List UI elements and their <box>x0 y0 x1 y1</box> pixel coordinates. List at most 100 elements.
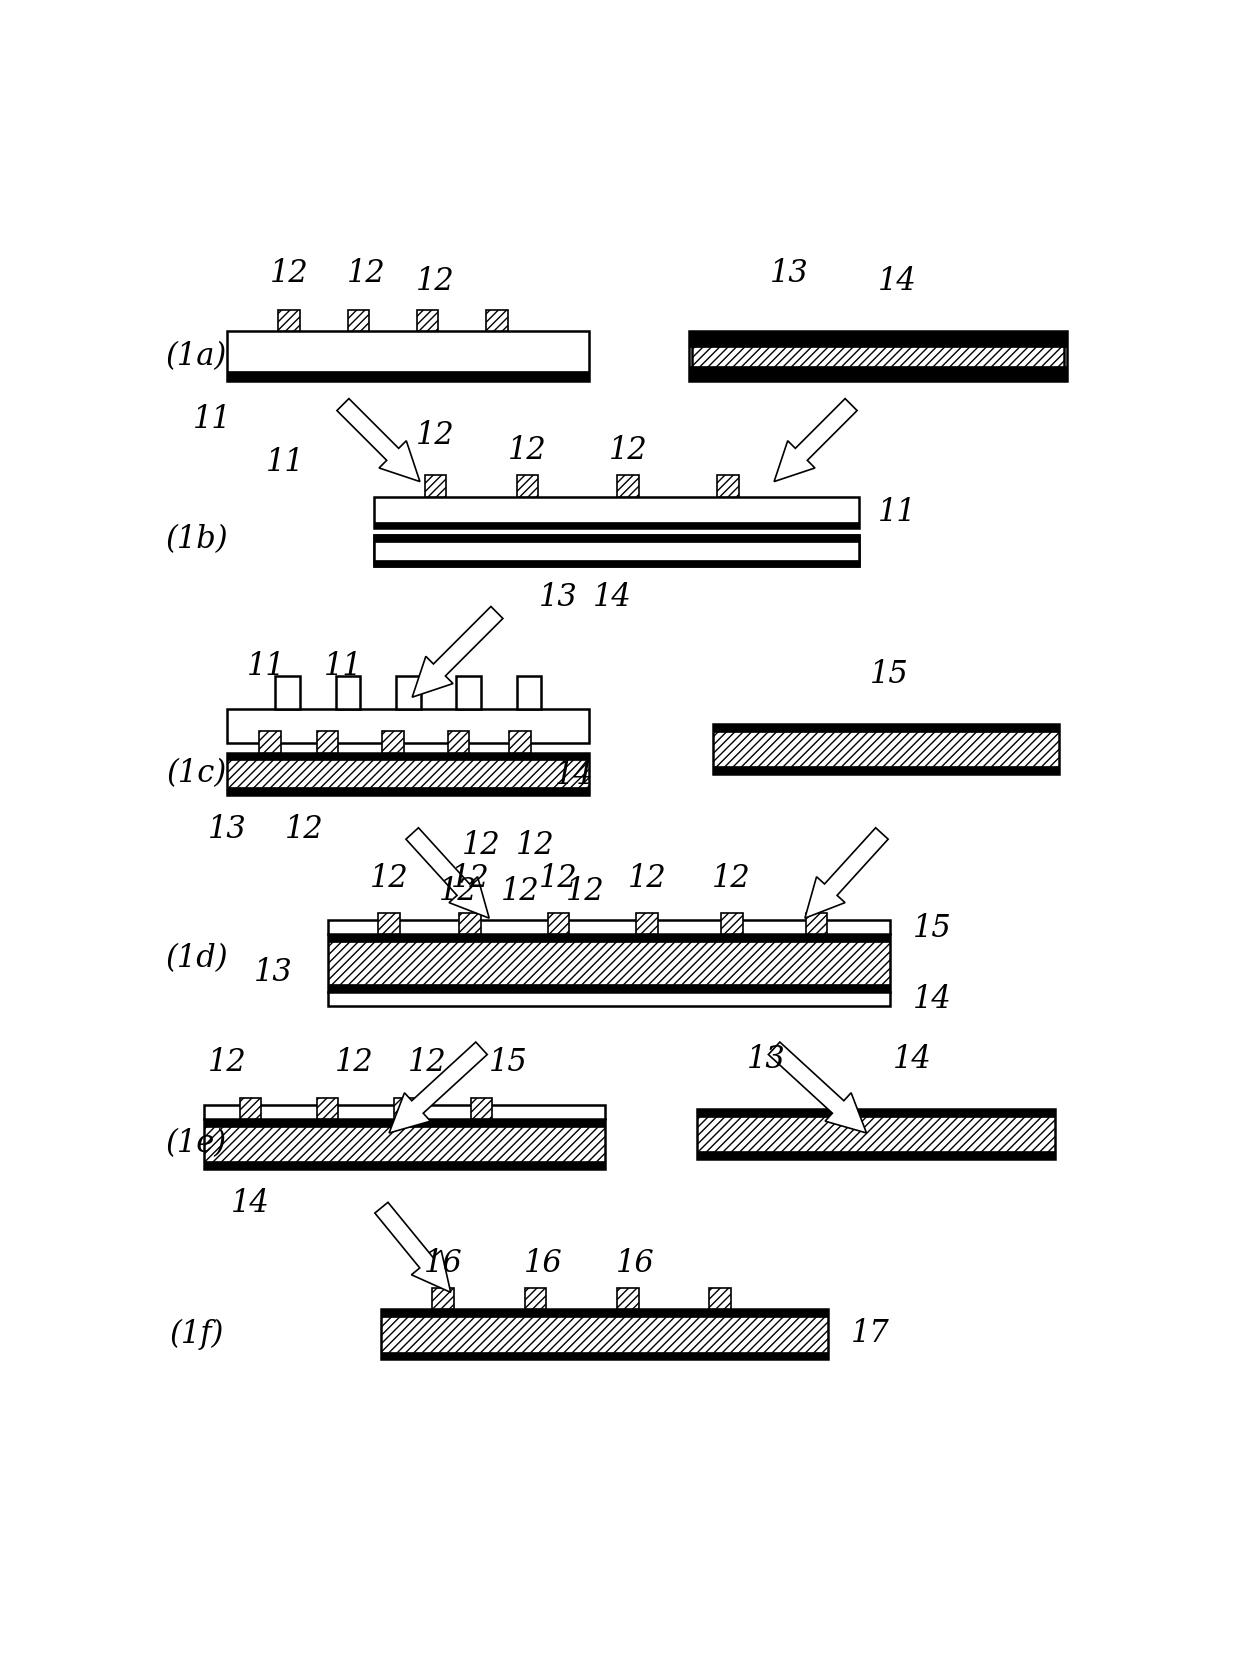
Text: 15: 15 <box>913 912 951 944</box>
Text: 16: 16 <box>523 1248 563 1278</box>
Bar <box>618 476 639 496</box>
Bar <box>373 535 859 566</box>
Text: 12: 12 <box>508 434 547 466</box>
Bar <box>382 1352 828 1360</box>
Text: 12: 12 <box>335 1048 373 1078</box>
Text: 11: 11 <box>878 496 916 528</box>
Bar <box>713 724 1059 774</box>
Bar <box>510 730 531 752</box>
Bar <box>227 752 589 795</box>
Bar <box>227 709 589 744</box>
Bar <box>205 1120 605 1126</box>
Text: (1e): (1e) <box>166 1128 227 1160</box>
Bar <box>689 371 1066 381</box>
Text: 17: 17 <box>851 1318 890 1350</box>
Bar <box>692 343 1064 371</box>
Bar <box>689 331 1066 343</box>
Text: 11: 11 <box>192 404 232 436</box>
Bar <box>697 1110 1055 1116</box>
Text: 14: 14 <box>913 984 951 1016</box>
Text: 13: 13 <box>770 259 808 289</box>
Bar <box>278 309 300 331</box>
Bar <box>373 496 859 528</box>
Bar <box>239 1098 262 1120</box>
Bar <box>205 1120 605 1170</box>
Polygon shape <box>374 1203 450 1292</box>
Text: (1d): (1d) <box>165 944 228 974</box>
Text: (1f): (1f) <box>170 1318 223 1350</box>
Polygon shape <box>769 1043 867 1133</box>
Bar <box>517 476 538 496</box>
Bar <box>689 331 1066 381</box>
Bar <box>689 366 1066 371</box>
Bar <box>459 912 481 934</box>
Polygon shape <box>412 607 503 697</box>
Text: 12: 12 <box>609 434 647 466</box>
Bar <box>433 1288 454 1310</box>
Bar <box>227 752 589 760</box>
Polygon shape <box>389 1043 487 1133</box>
Bar <box>394 1098 415 1120</box>
Bar <box>382 1310 828 1360</box>
Text: 12: 12 <box>208 1048 247 1078</box>
Bar <box>382 1310 828 1317</box>
Bar <box>373 535 859 541</box>
Bar <box>424 476 446 496</box>
Text: 14: 14 <box>893 1044 932 1074</box>
Text: 12: 12 <box>501 876 539 907</box>
Bar <box>709 1288 730 1310</box>
Bar <box>720 912 743 934</box>
Text: 12: 12 <box>269 259 309 289</box>
Text: 16: 16 <box>616 1248 655 1278</box>
Bar <box>636 912 658 934</box>
Text: 12: 12 <box>415 266 455 297</box>
Text: 12: 12 <box>712 862 751 894</box>
Bar <box>316 1098 339 1120</box>
Polygon shape <box>805 827 888 917</box>
Polygon shape <box>337 399 420 481</box>
Text: 12: 12 <box>463 829 501 861</box>
Bar <box>327 921 889 934</box>
Bar <box>396 677 420 709</box>
Text: 12: 12 <box>539 862 578 894</box>
Bar <box>471 1098 492 1120</box>
Bar <box>227 371 589 381</box>
Bar <box>227 787 589 795</box>
Text: 14: 14 <box>554 760 593 790</box>
Text: 12: 12 <box>370 862 408 894</box>
Text: 12: 12 <box>439 876 477 907</box>
Text: 11: 11 <box>247 652 285 682</box>
Bar <box>713 724 1059 732</box>
Text: 15: 15 <box>489 1048 528 1078</box>
Bar <box>378 912 399 934</box>
Text: 11: 11 <box>324 652 362 682</box>
Text: 14: 14 <box>878 266 916 297</box>
Bar <box>618 1288 639 1310</box>
Bar <box>327 984 889 993</box>
Text: 13: 13 <box>746 1044 786 1074</box>
Text: (1a): (1a) <box>166 341 227 371</box>
Text: 12: 12 <box>450 862 490 894</box>
Text: 12: 12 <box>347 259 386 289</box>
Text: 12: 12 <box>285 814 324 846</box>
Text: 12: 12 <box>408 1048 446 1078</box>
Bar <box>417 309 439 331</box>
Text: 13: 13 <box>208 814 247 846</box>
Bar <box>373 521 859 528</box>
Bar <box>373 535 859 566</box>
Bar <box>713 767 1059 774</box>
Text: 12: 12 <box>627 862 666 894</box>
Text: 12: 12 <box>516 829 554 861</box>
Text: 13: 13 <box>254 957 293 988</box>
Bar <box>697 1110 1055 1160</box>
Polygon shape <box>405 827 490 917</box>
Bar <box>717 476 739 496</box>
Bar <box>259 730 280 752</box>
Bar <box>456 677 481 709</box>
Bar <box>275 677 300 709</box>
Text: 13: 13 <box>539 582 578 613</box>
Bar <box>316 730 339 752</box>
Bar <box>327 934 889 993</box>
Bar <box>336 677 361 709</box>
Text: 14: 14 <box>231 1188 270 1220</box>
